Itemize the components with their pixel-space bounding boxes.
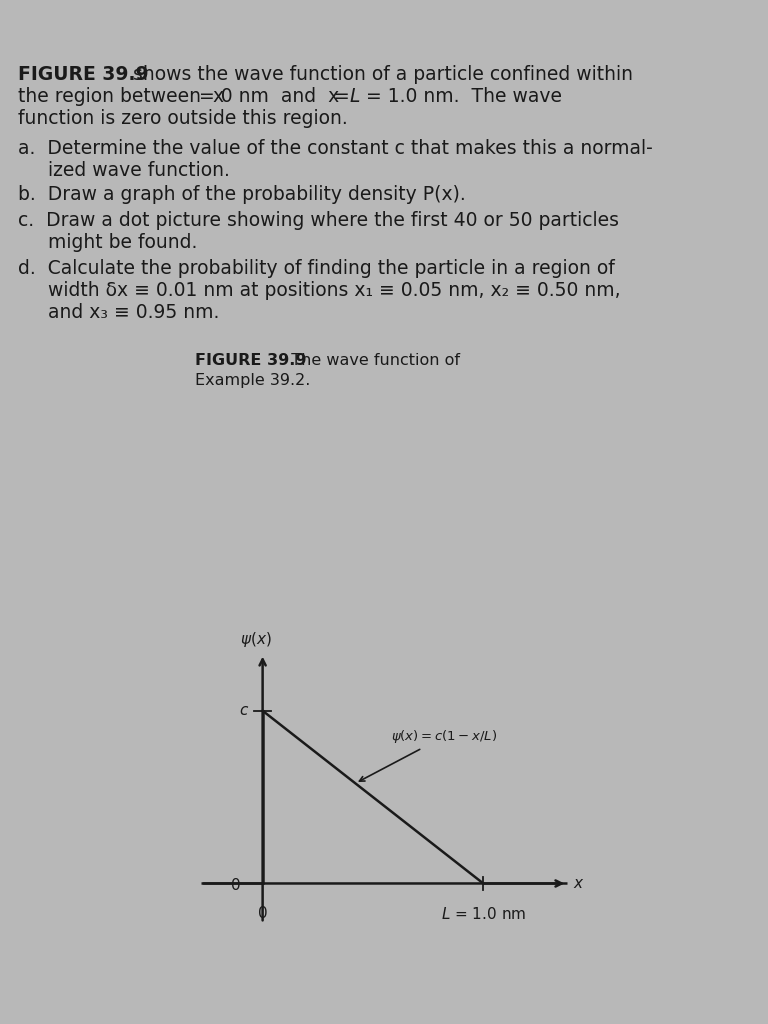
Text: c: c — [239, 703, 247, 718]
Text: FIGURE 39.9: FIGURE 39.9 — [18, 65, 149, 84]
Text: 0: 0 — [231, 878, 240, 893]
Text: The wave function of: The wave function of — [281, 353, 460, 368]
Text: and x₃ ≡ 0.95 nm.: and x₃ ≡ 0.95 nm. — [18, 303, 220, 322]
Text: = 0 nm  and  x: = 0 nm and x — [193, 87, 339, 106]
Text: FIGURE 39.9: FIGURE 39.9 — [195, 353, 306, 368]
Text: the region between  x: the region between x — [18, 87, 224, 106]
Text: = 1.0 nm.  The wave: = 1.0 nm. The wave — [360, 87, 562, 106]
Text: might be found.: might be found. — [18, 233, 197, 252]
Text: Example 39.2.: Example 39.2. — [195, 373, 310, 388]
Text: d.  Calculate the probability of finding the particle in a region of: d. Calculate the probability of finding … — [18, 259, 614, 278]
Text: a.  Determine the value of the constant c that makes this a normal-: a. Determine the value of the constant c… — [18, 139, 653, 158]
Text: =: = — [328, 87, 356, 106]
Text: 0: 0 — [258, 906, 267, 921]
Text: function is zero outside this region.: function is zero outside this region. — [18, 109, 348, 128]
Text: L: L — [350, 87, 360, 106]
Text: ized wave function.: ized wave function. — [18, 161, 230, 180]
Text: shows the wave function of a particle confined within: shows the wave function of a particle co… — [127, 65, 633, 84]
Text: $L$ = 1.0 nm: $L$ = 1.0 nm — [441, 906, 526, 922]
Text: b.  Draw a graph of the probability density P(x).: b. Draw a graph of the probability densi… — [18, 185, 465, 204]
Text: $\psi(x) = c(1-x/L)$: $\psi(x) = c(1-x/L)$ — [359, 728, 497, 781]
Text: c.  Draw a dot picture showing where the first 40 or 50 particles: c. Draw a dot picture showing where the … — [18, 211, 619, 230]
Text: x: x — [574, 876, 583, 891]
Text: $\psi(x)$: $\psi(x)$ — [240, 630, 272, 648]
Text: width δx ≡ 0.01 nm at positions x₁ ≡ 0.05 nm, x₂ ≡ 0.50 nm,: width δx ≡ 0.01 nm at positions x₁ ≡ 0.0… — [18, 281, 621, 300]
